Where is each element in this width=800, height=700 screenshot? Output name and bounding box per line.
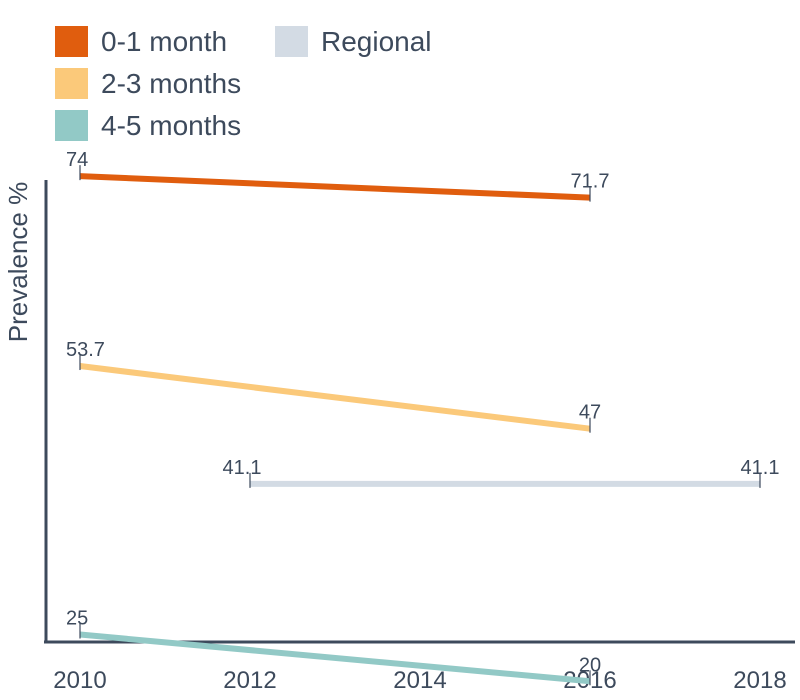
data-labels: 74 71.7 53.7 47 25 20 41.1 41.1: [66, 149, 779, 676]
legend-swatch-4-5-months: [55, 110, 88, 141]
series-line-0-1-month: [79, 173, 591, 201]
legend: 0-1 month Regional 2-3 months 4-5 months: [55, 26, 432, 141]
x-tick-label: 2010: [53, 667, 106, 694]
x-tick-label: 2014: [393, 667, 446, 694]
data-label-0-1-month: 71.7: [571, 171, 610, 193]
data-label-0-1-month: 74: [66, 149, 88, 171]
data-label-2-3-months: 47: [579, 402, 601, 424]
series-lines: [79, 165, 761, 686]
y-axis-title: Prevalence %: [3, 182, 33, 342]
series-line-4-5-months: [79, 631, 591, 685]
legend-label-regional: Regional: [321, 26, 432, 57]
legend-swatch-regional: [275, 26, 308, 57]
legend-label-4-5-months: 4-5 months: [101, 110, 241, 141]
legend-label-2-3-months: 2-3 months: [101, 68, 241, 99]
series-line-2-3-months: [79, 363, 591, 432]
legend-swatch-2-3-months: [55, 68, 88, 99]
data-label-4-5-months: 20: [579, 654, 601, 676]
x-tick-label: 2018: [733, 667, 786, 694]
data-label-regional: 41.1: [741, 457, 780, 479]
data-label-2-3-months: 53.7: [66, 339, 105, 361]
data-label-4-5-months: 25: [66, 608, 88, 630]
x-tick-label: 2012: [223, 667, 276, 694]
legend-swatch-0-1-month: [55, 26, 88, 57]
legend-label-0-1-month: 0-1 month: [101, 26, 227, 57]
x-tick-labels: 2010 2012 2014 2016 2018: [53, 667, 786, 694]
data-label-regional: 41.1: [223, 457, 262, 479]
